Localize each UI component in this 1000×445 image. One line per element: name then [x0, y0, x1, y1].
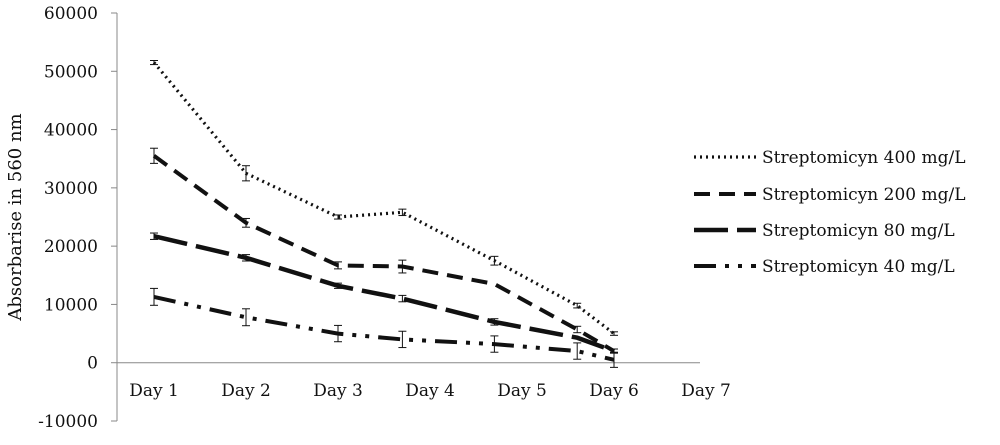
- legend: Streptomicyn 400 mg/L Streptomicyn 200 mg…: [694, 148, 966, 277]
- legend-item: Streptomicyn 40 mg/L: [694, 257, 955, 277]
- error-bar: [573, 302, 582, 309]
- x-category-label: Day 2: [221, 381, 271, 401]
- error-bar: [334, 214, 342, 220]
- error-bar: [490, 255, 499, 266]
- error-bar: [150, 287, 158, 306]
- error-bar: [573, 325, 582, 334]
- error-bar: [150, 60, 158, 66]
- x-category-label: Day 5: [497, 381, 547, 401]
- legend-item: Streptomicyn 80 mg/L: [694, 221, 955, 241]
- x-category-label: Day 6: [589, 381, 639, 401]
- error-bar: [490, 335, 499, 353]
- x-category-labels: Day 1 Day 2 Day 3 Day 4 Day 5 Day 6 Day 7: [129, 381, 731, 401]
- series-4: [150, 287, 618, 368]
- y-tick-label: 20000: [44, 237, 98, 257]
- x-category-label: Day 4: [405, 381, 455, 401]
- error-bar: [150, 147, 158, 164]
- error-bar: [398, 294, 407, 303]
- error-bar: [242, 254, 250, 262]
- legend-item: Streptomicyn 400 mg/L: [694, 148, 966, 168]
- y-tick-label: 10000: [44, 295, 98, 315]
- y-tick-label: 30000: [44, 179, 98, 199]
- y-tick-label: 40000: [44, 121, 98, 141]
- y-axis-label: Absorbarise in 560 nm: [5, 113, 26, 321]
- axes: [116, 13, 700, 421]
- error-bar: [242, 165, 250, 182]
- error-bar: [398, 259, 407, 274]
- error-bar: [398, 330, 407, 349]
- legend-item: Streptomicyn 200 mg/L: [694, 185, 966, 205]
- y-tick-labels: -10000 0 10000 20000 30000 40000 50000 60000: [38, 4, 117, 432]
- y-tick-label: 60000: [44, 4, 98, 24]
- error-bar: [242, 217, 250, 228]
- error-bar: [334, 324, 342, 343]
- error-bar: [490, 318, 499, 326]
- x-category-label: Day 7: [681, 381, 731, 401]
- legend-label: Streptomicyn 400 mg/L: [762, 148, 966, 168]
- x-category-label: Day 1: [129, 381, 179, 401]
- error-bar: [610, 331, 618, 336]
- y-tick-label: 50000: [44, 62, 98, 82]
- legend-label: Streptomicyn 200 mg/L: [762, 185, 966, 205]
- error-bar: [150, 232, 158, 240]
- series-3: [150, 232, 618, 354]
- y-tick-label: -10000: [38, 412, 98, 432]
- y-tick-label: 0: [87, 354, 98, 374]
- series-1: [150, 60, 618, 336]
- error-bar: [242, 308, 250, 327]
- series-2: [150, 147, 618, 354]
- error-bar: [334, 261, 342, 270]
- error-bar: [334, 282, 342, 289]
- error-bar: [610, 351, 618, 368]
- series-line: [153, 294, 615, 362]
- legend-label: Streptomicyn 40 mg/L: [762, 257, 955, 277]
- series-line: [153, 234, 615, 354]
- series-layer: [150, 60, 618, 368]
- error-bar: [573, 342, 582, 360]
- x-category-label: Day 3: [313, 381, 363, 401]
- error-bar: [398, 208, 407, 217]
- legend-label: Streptomicyn 80 mg/L: [762, 221, 955, 241]
